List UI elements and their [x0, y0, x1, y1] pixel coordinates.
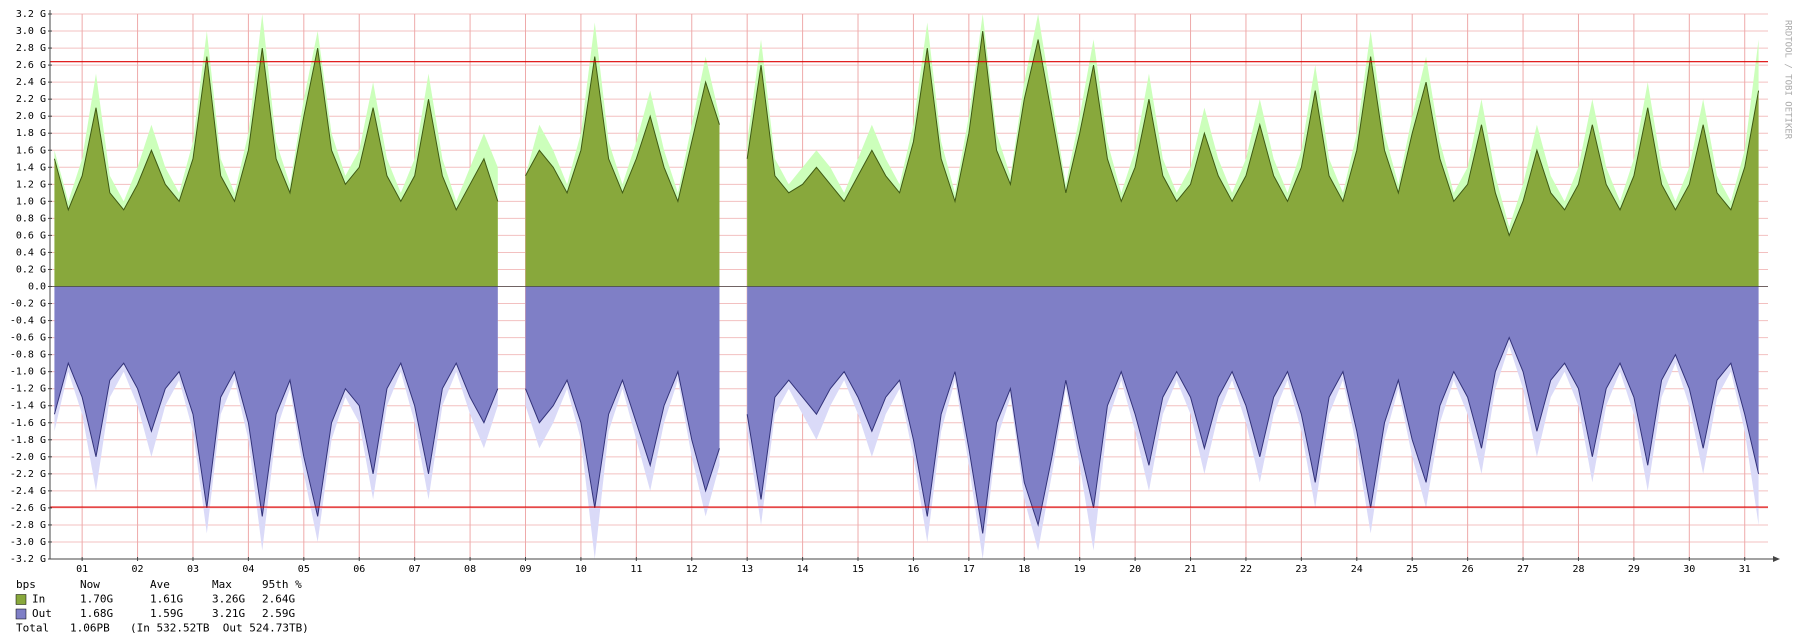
- stats-value: 1.61G: [150, 593, 183, 606]
- x-tick-label: 11: [630, 564, 642, 575]
- stats-header: Ave: [150, 578, 170, 591]
- y-tick-label: -2.4 G: [10, 486, 46, 497]
- y-tick-label: 1.6 G: [16, 145, 46, 156]
- y-tick-label: -0.8 G: [10, 350, 46, 361]
- y-tick-label: -1.4 G: [10, 401, 46, 412]
- x-tick-label: 12: [686, 564, 698, 575]
- x-axis-arrow: [1773, 556, 1780, 562]
- stats-value: 2.59G: [262, 607, 295, 620]
- area-outline: [53, 30, 1760, 237]
- legend-swatch: [15, 608, 27, 620]
- legend-label: In: [32, 593, 45, 606]
- total-detail: (In 532.52TB Out 524.73TB): [130, 622, 309, 635]
- y-tick-label: -2.2 G: [10, 469, 46, 480]
- stats-value: 2.64G: [262, 593, 295, 606]
- x-tick-label: 16: [907, 564, 919, 575]
- x-tick-label: 02: [132, 564, 144, 575]
- x-tick-label: 13: [741, 564, 753, 575]
- x-tick-label: 15: [852, 564, 864, 575]
- x-tick-label: 28: [1572, 564, 1584, 575]
- x-tick-label: 19: [1074, 564, 1086, 575]
- x-tick-label: 05: [298, 564, 310, 575]
- y-tick-label: -3.2 G: [10, 554, 46, 565]
- y-tick-label: 3.0 G: [16, 26, 46, 37]
- y-tick-label: 2.8 G: [16, 43, 46, 54]
- y-tick-label: 0.4 G: [16, 247, 46, 258]
- y-tick-label: 2.2 G: [16, 94, 46, 105]
- area-outline: [53, 336, 1760, 534]
- y-tick-label: -1.0 G: [10, 367, 46, 378]
- x-tick-label: 29: [1628, 564, 1640, 575]
- total-label: Total: [16, 622, 49, 635]
- x-tick-label: 03: [187, 564, 199, 575]
- legend-label: Out: [32, 607, 52, 620]
- x-tick-label: 09: [519, 564, 531, 575]
- y-tick-label: 0.0: [28, 282, 46, 293]
- y-tick-label: 1.2 G: [16, 179, 46, 190]
- total-value: 1.06PB: [70, 622, 110, 635]
- stats-value: 3.26G: [212, 593, 245, 606]
- x-tick-label: 25: [1406, 564, 1418, 575]
- y-tick-label: 1.8 G: [16, 128, 46, 139]
- x-tick-label: 10: [575, 564, 587, 575]
- x-tick-label: 14: [797, 564, 809, 575]
- x-tick-label: 20: [1129, 564, 1141, 575]
- x-tick-label: 27: [1517, 564, 1529, 575]
- x-tick-label: 31: [1739, 564, 1751, 575]
- x-tick-label: 24: [1351, 564, 1363, 575]
- y-tick-label: -0.6 G: [10, 333, 46, 344]
- y-tick-label: -3.0 G: [10, 537, 46, 548]
- x-tick-label: 07: [409, 564, 421, 575]
- y-tick-label: -2.6 G: [10, 503, 46, 514]
- x-tick-label: 17: [963, 564, 975, 575]
- stats-header: Max: [212, 578, 232, 591]
- y-tick-label: -2.8 G: [10, 520, 46, 531]
- stats-value: 1.59G: [150, 607, 183, 620]
- y-tick-label: -2.0 G: [10, 452, 46, 463]
- y-tick-label: 2.0 G: [16, 111, 46, 122]
- x-tick-label: 01: [76, 564, 88, 575]
- x-tick-label: 21: [1185, 564, 1197, 575]
- x-tick-label: 06: [353, 564, 365, 575]
- legend-swatch: [15, 594, 27, 605]
- area: [54, 286, 1759, 534]
- y-tick-label: -1.6 G: [10, 418, 46, 429]
- y-tick-label: -1.2 G: [10, 384, 46, 395]
- stats-header: bps: [16, 578, 36, 591]
- x-tick-label: 23: [1295, 564, 1307, 575]
- y-tick-label: -0.2 G: [10, 299, 46, 310]
- x-tick-label: 08: [464, 564, 476, 575]
- stats-value: 3.21G: [212, 607, 245, 620]
- y-tick-label: 1.4 G: [16, 162, 46, 173]
- y-tick-label: -0.4 G: [10, 316, 46, 327]
- y-tick-label: 3.2 G: [16, 9, 46, 20]
- x-tick-label: 26: [1462, 564, 1474, 575]
- y-tick-label: 0.6 G: [16, 230, 46, 241]
- y-tick-label: 2.4 G: [16, 77, 46, 88]
- stats-header: 95th %: [262, 578, 302, 591]
- area: [54, 31, 1759, 287]
- stats-value: 1.68G: [80, 607, 113, 620]
- y-tick-label: 1.0 G: [16, 196, 46, 207]
- stats-value: 1.70G: [80, 593, 113, 606]
- y-tick-label: -1.8 G: [10, 435, 46, 446]
- watermark: RRDTOOL / TOBI OETIKER: [1783, 20, 1793, 140]
- x-tick-label: 30: [1683, 564, 1695, 575]
- stats-header: Now: [80, 578, 100, 591]
- y-tick-label: 2.6 G: [16, 60, 46, 71]
- x-tick-label: 18: [1018, 564, 1030, 575]
- x-tick-label: 04: [242, 564, 254, 575]
- x-tick-label: 22: [1240, 564, 1252, 575]
- y-tick-label: 0.8 G: [16, 213, 46, 224]
- y-tick-label: 0.2 G: [16, 264, 46, 275]
